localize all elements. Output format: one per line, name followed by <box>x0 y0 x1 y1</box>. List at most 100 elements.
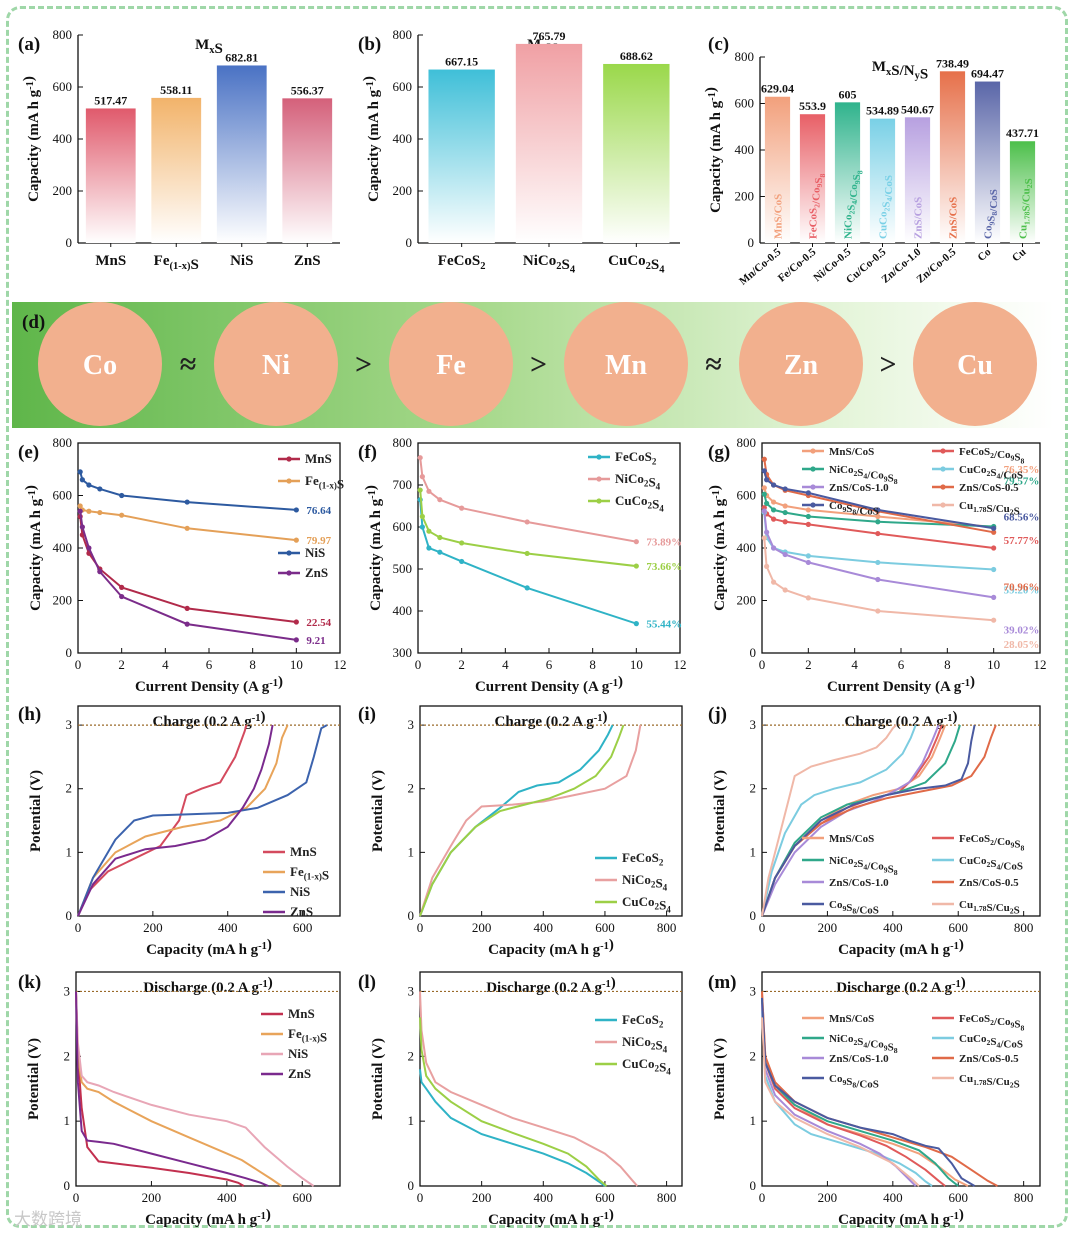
legend-marker <box>596 476 602 482</box>
x-tick-label: 0 <box>75 920 82 935</box>
y-tick-label: 1 <box>408 844 415 859</box>
data-point-cuco2s4-cos <box>991 566 997 573</box>
data-point-nico2s4 <box>417 455 423 461</box>
data-point-zns <box>97 569 103 575</box>
x-tick-label: 200 <box>472 1190 492 1205</box>
bar-fe-1-x-s <box>151 97 202 243</box>
legend-label-zns-cos-1-0: ZnS/CoS-1.0 <box>829 877 889 889</box>
y-tick-label: 800 <box>53 435 73 450</box>
data-point-cuco2s4-cos <box>805 553 811 559</box>
data-point-nico2s4 <box>633 539 639 545</box>
legend-label-fecos2-co9s8: FeCoS2/Co9S8 <box>959 1013 1024 1032</box>
data-point-cu1-78s-cu2s <box>782 587 788 593</box>
data-point-co9s8-cos <box>764 477 770 483</box>
legend-marker <box>596 498 602 504</box>
y-tick-label: 0 <box>750 908 757 923</box>
x-tick-label: 4 <box>502 657 509 672</box>
data-point-nis <box>184 499 190 505</box>
legend-label-fe-1-x-s: Fe(1-x)S <box>288 1026 327 1044</box>
data-point-cu1-78s-cu2s <box>761 535 767 541</box>
data-point-zns <box>77 508 83 514</box>
x-tick-label: 8 <box>944 657 951 672</box>
y-axis-label: Capacity (mA h g-1) <box>23 485 44 611</box>
end-label-cu1-78s-cu2s: 28.05% <box>1004 639 1040 651</box>
data-point-nico2s4-co9s8 <box>875 519 881 525</box>
legend-label-nico2s4: NiCo2S4 <box>622 872 668 893</box>
legend-label-mns: MnS <box>290 844 317 859</box>
chart-h: (h) 0 1 2 3 Potential (V) Charge (0.2 A g-1) 0 2… <box>18 704 341 958</box>
x-tick-label: 800 <box>1014 1190 1034 1205</box>
x-tick-label: 0 <box>417 1190 424 1205</box>
data-point-zns-cos-0-5 <box>991 529 997 535</box>
x-tick-label: 4 <box>851 657 858 672</box>
data-point-fe-1-x-s <box>119 512 125 518</box>
series-line-co9s8-cos <box>761 724 976 917</box>
x-tick-label: 10 <box>630 657 643 672</box>
x-tick-label: 0 <box>75 657 82 672</box>
panel-label: (l) <box>358 972 376 993</box>
x-tick-label: 8 <box>249 657 256 672</box>
y-tick-label: 0 <box>406 235 413 250</box>
y-tick-label: 600 <box>735 96 755 111</box>
data-point-zns <box>86 545 92 551</box>
series-line-fe-1-x-s <box>77 724 289 917</box>
y-axis-label: Potential (V) <box>370 770 386 852</box>
series-line-mns <box>77 724 248 917</box>
data-point-cuco2s4 <box>459 540 465 546</box>
bar-cu-co-0-5 <box>869 118 896 243</box>
bar-value-label: 667.15 <box>445 55 478 69</box>
data-point-nis <box>97 486 103 492</box>
bar-value-label: 556.37 <box>291 83 324 97</box>
bar-value-label: 558.11 <box>160 83 192 97</box>
data-point-mns-cos <box>770 499 777 505</box>
bar-value-label: 694.47 <box>971 67 1004 81</box>
figure-frame <box>6 6 1068 1228</box>
data-point-fecos2-co9s8 <box>805 521 811 527</box>
y-axis-label: Potential (V) <box>28 770 44 852</box>
x-tick-label: 200 <box>472 920 492 935</box>
legend-label-mns-cos: MnS/CoS <box>829 833 874 845</box>
data-point-zns-cos-1-0 <box>770 545 777 551</box>
legend-label-mns: MnS <box>305 451 332 466</box>
x-tick-label: 600 <box>293 920 313 935</box>
panel-label: (c) <box>708 34 729 55</box>
end-label-fecos2-co9s8: 57.77% <box>1004 535 1040 547</box>
data-point-nico2s4-co9s8 <box>782 509 788 516</box>
data-point-fecos2 <box>437 549 443 555</box>
legend-label-cu1-78s-cu2s: Cu1.78S/Cu2S <box>959 500 1020 518</box>
x-axis-label: Capacity (mA h g-1) <box>145 1207 271 1228</box>
chart-l: (l) 0 1 2 3 Potential (V) Discharge (0.2 A g-1… <box>358 971 683 1228</box>
x-tick-label: 400 <box>534 1190 554 1205</box>
data-point-zns <box>293 637 299 643</box>
y-tick-label: 2 <box>408 781 415 796</box>
panel-label: (a) <box>18 34 40 55</box>
bar-value-label: 553.9 <box>799 99 826 113</box>
bar-nis <box>216 65 267 244</box>
x-category-label: Mn/Co-0.5 <box>737 246 784 288</box>
bar-zn-co-1-0 <box>904 117 931 243</box>
element-circle-cu <box>913 302 1037 426</box>
series-line-fecos2 <box>419 724 614 917</box>
x-category-label: Zn/Co-0.5 <box>914 246 958 286</box>
data-point-mns <box>184 605 190 611</box>
data-point-zns-cos-1-0 <box>805 559 811 566</box>
legend-label-co9s8-cos: Co9S8/CoS <box>829 500 879 518</box>
series-line-cu1-78s-cu2s <box>761 724 897 917</box>
bar-cu <box>1009 141 1036 243</box>
data-point-zns <box>79 524 85 530</box>
element-label-fe: Fe <box>436 350 466 381</box>
chart-i: (i) 0 1 2 3 Potential (V) Charge (0.2 A g-1) 0 2… <box>358 704 683 958</box>
bar-co <box>974 81 1001 243</box>
legend-label-zns: ZnS <box>288 1066 311 1081</box>
data-point-cu1-78s-cu2s <box>875 608 881 614</box>
y-tick-label: 0 <box>64 1178 71 1193</box>
x-tick-label: 800 <box>657 920 677 935</box>
chart-title: Charge (0.2 A g-1) <box>495 709 608 730</box>
y-tick-label: 800 <box>737 435 757 450</box>
y-tick-label: 0 <box>750 1178 757 1193</box>
y-tick-label: 200 <box>737 593 757 608</box>
legend-marker <box>286 570 292 576</box>
y-tick-label: 3 <box>66 717 73 732</box>
